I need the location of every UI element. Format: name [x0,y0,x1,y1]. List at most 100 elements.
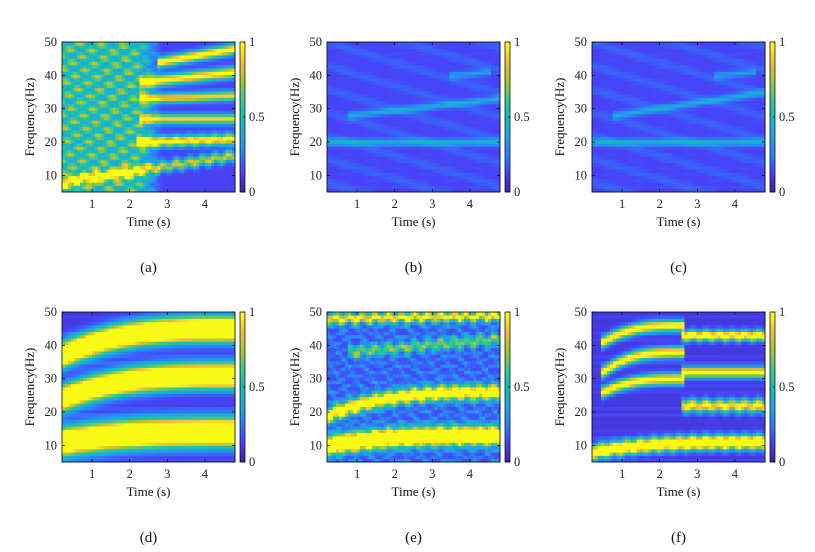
heatmap-cell [407,126,411,131]
heatmap-cell [100,84,105,89]
heatmap-cell [440,117,444,121]
heatmap-cell [187,61,191,66]
heatmap-cell [431,55,435,59]
heatmap-cell [368,159,373,164]
heatmap-cell [410,123,414,128]
heatmap-cell [208,146,212,151]
heatmap-cell [169,185,173,190]
heatmap-cell [103,152,108,157]
heatmap-cell [214,162,218,167]
heatmap-cell [383,55,388,59]
heatmap-cell [419,178,423,183]
heatmap-cell [148,136,152,141]
heatmap-cell [413,165,417,170]
heatmap-cell [380,146,385,151]
heatmap-cell [443,55,447,59]
heatmap-cell [365,68,370,72]
heatmap-cell [458,81,462,85]
heatmap-cell [136,77,140,82]
heatmap-cell [425,58,429,62]
heatmap-cell [413,58,417,62]
heatmap-cell [151,61,155,66]
heatmap-cell [199,156,203,160]
heatmap-cell [356,188,361,193]
heatmap-cell [398,87,402,92]
heatmap-cell [130,45,134,49]
heatmap-cell [115,165,120,170]
heatmap-cell [356,159,361,164]
heatmap-cell [88,185,93,190]
heatmap-cell [371,51,376,56]
heatmap-cell [193,84,197,89]
heatmap-cell [88,64,93,69]
heatmap-cell [187,156,191,160]
heatmap-cell [229,162,233,167]
heatmap-cell [464,185,468,190]
heatmap-cell [205,71,209,76]
heatmap-cell [332,77,337,82]
heatmap-cell [371,87,376,92]
heatmap-cell [73,71,78,76]
heatmap-cell [211,42,215,46]
heatmap-cell [458,185,462,190]
heatmap-cell [154,64,158,69]
heatmap-cell [100,45,105,49]
heatmap-cell [335,107,340,111]
heatmap-cell [82,117,87,121]
heatmap-cell [401,146,405,151]
heatmap-cell [380,139,385,144]
heatmap-cell [338,68,343,72]
heatmap-cell [73,182,78,186]
heatmap-cell [62,107,66,111]
heatmap-cell [142,178,146,183]
heatmap-cell [85,178,90,183]
heatmap-cell [389,139,394,144]
heatmap-cell [106,123,111,128]
heatmap-cell [187,94,191,98]
heatmap-cell [338,133,343,137]
heatmap-cell [148,113,152,118]
heatmap-cell [175,113,179,118]
heatmap-cell [232,71,236,76]
heatmap-cell [91,77,96,82]
heatmap-cell [383,42,388,46]
heatmap-cell [383,51,388,56]
heatmap-cell [112,152,117,157]
heatmap-cell [446,126,450,131]
heatmap-cell [112,130,117,134]
heatmap-cell [386,48,391,53]
heatmap-cell [229,152,233,157]
heatmap-cell [205,162,209,167]
heatmap-cell [431,175,435,180]
heatmap-cell [434,117,438,121]
heatmap-cell [434,55,438,59]
heatmap-cell [455,81,459,85]
heatmap-cell [172,84,176,89]
heatmap-cell [413,146,417,151]
heatmap-cell [446,136,450,141]
heatmap-cell [461,169,465,173]
heatmap-cell [62,152,66,157]
heatmap-cell [434,139,438,144]
heatmap-cell [160,123,164,128]
heatmap-cell [175,133,179,137]
heatmap-cell [443,48,447,53]
heatmap-cell [329,146,334,151]
heatmap-cell [389,130,394,134]
heatmap-cell [416,110,420,115]
heatmap-cell [157,133,161,137]
heatmap-cell [88,120,93,124]
heatmap-cell [163,162,167,167]
heatmap-cell [166,87,170,92]
heatmap-cell [70,58,75,62]
heatmap-cell [136,156,140,160]
heatmap-cell [169,61,173,66]
heatmap-cell [232,103,236,108]
heatmap-cell [64,146,69,151]
heatmap-cell [100,149,105,154]
heatmap-cell [356,84,361,89]
heatmap-cell [202,185,206,190]
heatmap-cell [464,123,468,128]
heatmap-cell [208,185,212,190]
heatmap-cell [166,152,170,157]
